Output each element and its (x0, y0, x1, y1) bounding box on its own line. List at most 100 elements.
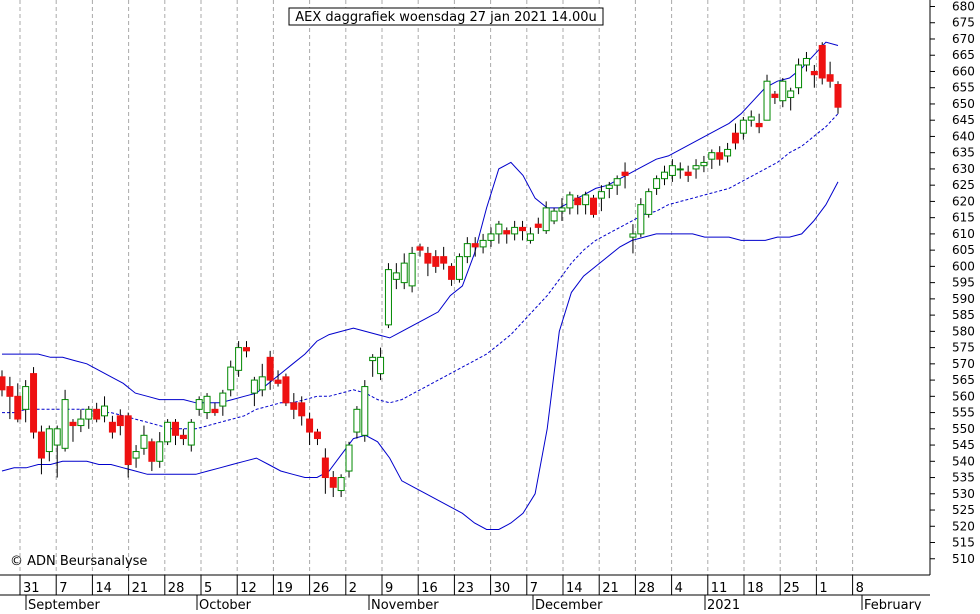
x-tick-label-10: 9 (385, 581, 393, 596)
candle-body-81 (637, 204, 645, 235)
candle-body-34 (266, 356, 274, 381)
y-tick-label-555: 555 (952, 406, 975, 420)
candle-body-37 (290, 402, 298, 410)
candle-body-55 (432, 256, 440, 267)
bollinger-mid-line (2, 113, 839, 430)
candle-body-67 (526, 233, 534, 241)
x-tick-label-2: 14 (95, 581, 112, 596)
candle-body-9 (69, 421, 77, 427)
bollinger-bands (1, 41, 839, 530)
candle-body-42 (329, 477, 337, 488)
candle-body-16 (124, 415, 132, 466)
candle-body-54 (424, 252, 432, 264)
gridlines (19, 0, 854, 575)
x-tick-label-17: 28 (638, 581, 655, 596)
x-tick-label-23: 8 (856, 581, 864, 596)
candle-body-93 (731, 132, 739, 144)
title-frame (288, 7, 604, 26)
candle-body-46 (361, 386, 369, 436)
candle-body-39 (306, 418, 314, 433)
candle-body-83 (653, 178, 661, 189)
candle-body-33 (258, 376, 266, 391)
candle-body-77 (605, 184, 613, 189)
x-tick-label-7: 19 (276, 581, 293, 596)
candle-body-25 (195, 399, 203, 410)
x-tick-label-13: 30 (494, 581, 511, 596)
bollinger-upper-line (2, 41, 839, 404)
x-tick-label-21: 25 (783, 581, 800, 596)
candle-body-80 (629, 233, 637, 238)
candle-body-103 (810, 70, 818, 76)
candle-body-63 (495, 223, 503, 235)
x-tick-label-15: 14 (566, 581, 583, 596)
candle-body-68 (534, 223, 542, 228)
y-tick-label-540: 540 (952, 454, 975, 468)
x-tick-label-3: 21 (132, 581, 149, 596)
candle-body-32 (250, 379, 258, 394)
y-tick-label-550: 550 (952, 422, 975, 436)
month-label-3: December (535, 598, 603, 610)
candle-body-0 (0, 376, 6, 391)
y-tick-label-660: 660 (952, 64, 975, 78)
candle-body-87 (684, 171, 692, 176)
y-tick-label-650: 650 (952, 97, 975, 111)
y-tick-label-535: 535 (952, 471, 975, 485)
candle-body-79 (621, 171, 629, 176)
chart-title: AEX daggrafiek woensdag 27 jan 2021 14.0… (295, 10, 597, 25)
candle-body-22 (172, 421, 180, 436)
candle-body-29 (227, 366, 235, 391)
title-box: AEX daggrafiek woensdag 27 jan 2021 14.0… (288, 7, 604, 26)
candle-body-74 (582, 194, 590, 206)
watermark: © ADN Beursanalyse (10, 554, 147, 569)
candle-body-97 (763, 80, 771, 121)
month-label-5: February (864, 598, 922, 610)
y-tick-label-640: 640 (952, 129, 975, 143)
x-tick-label-6: 12 (240, 581, 257, 596)
y-tick-label-510: 510 (952, 552, 975, 566)
y-tick-label-575: 575 (952, 341, 975, 355)
candle-body-104 (818, 44, 826, 79)
candle-body-62 (487, 233, 495, 241)
candle-body-24 (187, 421, 195, 446)
candle-body-86 (676, 168, 684, 171)
x-tick-label-22: 1 (819, 581, 827, 596)
candle-body-92 (724, 148, 732, 157)
candle-body-98 (771, 93, 779, 98)
y-tick-label-600: 600 (952, 259, 975, 273)
candle-body-101 (795, 64, 803, 89)
candle-body-51 (400, 262, 408, 284)
y-tick-label-545: 545 (952, 438, 975, 452)
x-tick-label-8: 26 (313, 581, 330, 596)
x-tick-label-0: 31 (23, 581, 40, 596)
candle-body-52 (408, 252, 416, 287)
candle-body-31 (242, 347, 250, 352)
candle-body-58 (455, 256, 463, 280)
candle-body-2 (14, 395, 22, 420)
candle-body-100 (787, 90, 795, 98)
candle-body-66 (519, 226, 527, 232)
x-tick-label-18: 4 (675, 581, 683, 596)
candle-body-96 (755, 122, 763, 128)
candle-body-48 (377, 356, 385, 375)
candle-body-64 (503, 230, 511, 235)
y-tick-label-630: 630 (952, 162, 975, 176)
candles (0, 42, 842, 498)
candle-body-71 (558, 207, 566, 212)
y-tick-label-525: 525 (952, 503, 975, 517)
candle-body-18 (140, 434, 148, 449)
candle-body-12 (93, 408, 101, 420)
y-tick-label-605: 605 (952, 243, 975, 257)
candle-body-45 (353, 408, 361, 433)
candle-body-49 (384, 269, 392, 326)
candle-body-40 (313, 431, 321, 440)
candle-body-7 (53, 428, 61, 446)
y-tick-label-645: 645 (952, 113, 975, 127)
y-tick-label-655: 655 (952, 81, 975, 95)
candle-body-90 (708, 152, 716, 160)
candle-body-1 (6, 386, 14, 397)
y-tick-label-615: 615 (952, 211, 975, 225)
candle-body-99 (779, 80, 787, 102)
candle-body-57 (448, 265, 456, 280)
